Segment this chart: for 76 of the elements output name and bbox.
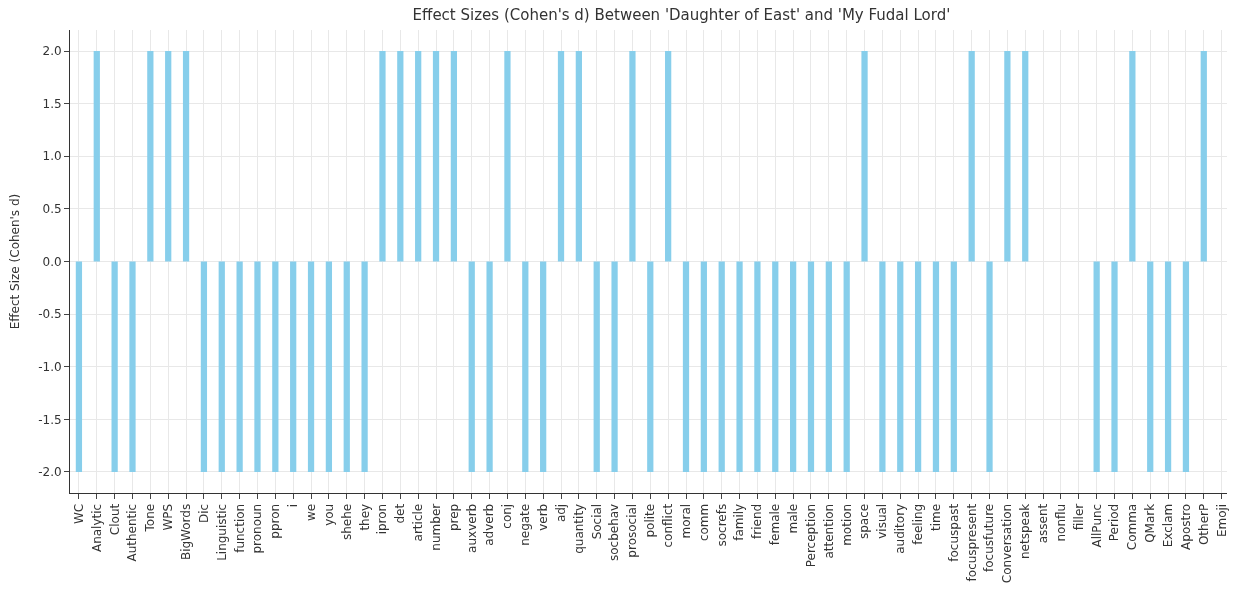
x-tick-label: you <box>321 503 336 526</box>
x-tick-label: article <box>411 503 426 542</box>
x-tick-label: attention <box>821 503 836 559</box>
x-tick-label: family <box>732 503 747 541</box>
x-tick-label: WPS <box>161 503 176 531</box>
x-tick-label: focusfuture <box>982 503 997 573</box>
x-tick-label: Conversation <box>1000 503 1015 584</box>
y-tick-label: 1.0 <box>42 149 62 164</box>
y-tick-label: 1.5 <box>42 96 62 111</box>
y-tick-label: -1.0 <box>38 359 62 374</box>
y-tick-label: -0.5 <box>38 307 62 322</box>
x-tick-label: prep <box>446 503 461 532</box>
x-tick-label: space <box>857 503 872 539</box>
x-tick-label: we <box>303 503 318 521</box>
x-tick-label: conj <box>500 503 515 529</box>
x-tick-label: ppron <box>268 503 283 539</box>
x-tick-label: assent <box>1035 503 1050 544</box>
x-tick-label: number <box>428 503 443 551</box>
x-tick-label: negate <box>518 503 533 546</box>
x-tick-label: Authentic <box>125 503 140 562</box>
x-tick-label: Comma <box>1125 503 1140 551</box>
x-tick-label: socbehav <box>607 503 622 562</box>
x-tick-label: female <box>768 503 783 546</box>
x-tick-label: adverb <box>482 503 497 546</box>
chart-title: Effect Sizes (Cohen's d) Between 'Daughter of East' and 'My Fudal Lord' <box>412 5 951 24</box>
x-tick-label: Emoji <box>1214 503 1229 538</box>
x-tick-label: filler <box>1071 503 1086 531</box>
x-tick-label: comm <box>696 503 711 542</box>
x-tick-label: nonflu <box>1053 503 1068 542</box>
x-tick-label: i <box>286 503 301 508</box>
x-tick-label: function <box>232 503 247 553</box>
x-tick-label: Period <box>1107 503 1122 542</box>
x-tick-label: socrefs <box>714 503 729 547</box>
x-tick-label: Linguistic <box>214 503 229 561</box>
x-tick-label: quantity <box>571 503 586 554</box>
x-tick-label: AllPunc <box>1089 503 1104 548</box>
x-tick-label: ipron <box>375 503 390 535</box>
x-tick-label: conflict <box>661 503 676 548</box>
x-tick-label: Tone <box>143 503 158 533</box>
x-tick-label: visual <box>875 503 890 539</box>
x-tick-label: motion <box>839 503 854 546</box>
x-tick-label: Apostro <box>1178 503 1193 550</box>
y-axis-title: Effect Size (Cohen's d) <box>8 193 23 330</box>
x-tick-label: OtherP <box>1196 503 1211 546</box>
y-tick-label: 0.0 <box>42 254 62 269</box>
y-tick-label: -1.5 <box>38 412 62 427</box>
x-tick-label: feeling <box>911 503 926 545</box>
x-tick-label: pronoun <box>250 503 265 554</box>
x-tick-label: polite <box>643 503 658 538</box>
x-tick-label: det <box>393 503 408 524</box>
x-tick-label: adj <box>553 503 568 523</box>
x-tick-label: they <box>357 503 372 531</box>
x-tick-label: prosocial <box>625 503 640 558</box>
x-tick-label: Social <box>589 503 604 540</box>
x-tick-label: male <box>786 503 801 534</box>
x-tick-label: netspeak <box>1018 503 1033 560</box>
x-tick-label: Exclam <box>1160 503 1175 548</box>
x-tick-label: focuspast <box>946 503 961 562</box>
x-tick-label: time <box>928 503 943 531</box>
x-tick-label: focuspresent <box>964 503 979 582</box>
y-tick-label: 0.5 <box>42 202 62 217</box>
x-tick-label: QMark <box>1143 503 1158 543</box>
x-tick-label: BigWords <box>178 503 193 561</box>
x-tick-label: Analytic <box>89 503 104 553</box>
x-tick-label: shehe <box>339 503 354 541</box>
x-tick-label: Perception <box>803 503 818 568</box>
x-tick-label: WC <box>71 503 86 525</box>
y-tick-label: 2.0 <box>42 44 62 59</box>
x-tick-label: friend <box>750 503 765 539</box>
y-tick-label: -2.0 <box>38 465 62 480</box>
x-tick-label: moral <box>678 503 693 539</box>
x-tick-label: auditory <box>893 503 908 554</box>
x-tick-label: Dic <box>196 503 211 523</box>
x-tick-label: Clout <box>107 503 122 536</box>
x-tick-label: verb <box>536 503 551 531</box>
x-tick-label: auxverb <box>464 503 479 553</box>
